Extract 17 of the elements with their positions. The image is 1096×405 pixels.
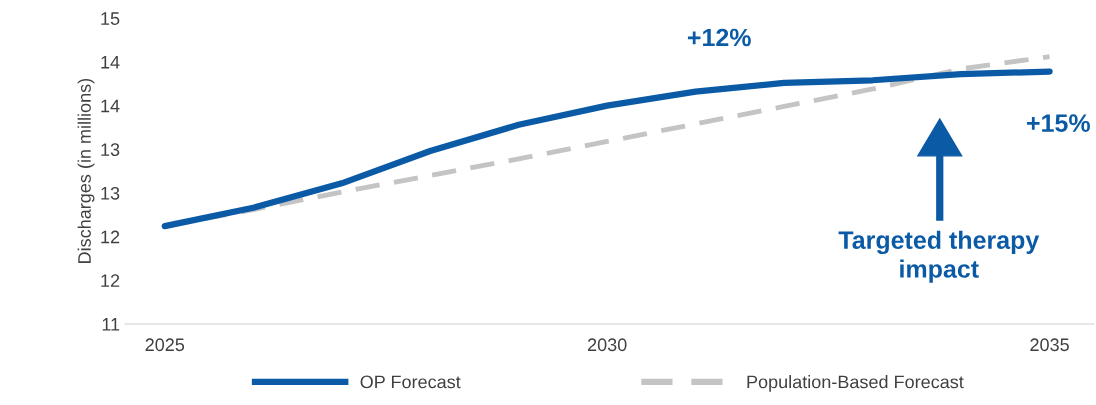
y-tick-label: 14 bbox=[101, 56, 120, 69]
annotation: +12% bbox=[687, 28, 751, 47]
annotation: Targeted therapy impact bbox=[838, 230, 1040, 283]
y-tick-label: 11 bbox=[102, 318, 120, 331]
annotation: +15% bbox=[1027, 114, 1090, 132]
y-tick-label: 13 bbox=[101, 186, 120, 200]
y-tick-label: 14 bbox=[101, 99, 120, 113]
y-tick-label: 13 bbox=[101, 143, 120, 156]
legend-label: Population-Based Forecast bbox=[747, 375, 964, 392]
x-tick-label: 2035 bbox=[1030, 338, 1069, 352]
x-tick-label: 2025 bbox=[145, 338, 185, 352]
legend-label: OP Forecast bbox=[360, 375, 461, 389]
x-tick-label: 2030 bbox=[587, 338, 627, 352]
y-tick-label: 15 bbox=[101, 12, 120, 25]
y-axis-title: Discharges (in millions) bbox=[77, 78, 95, 263]
y-tick-label: 12 bbox=[101, 274, 120, 287]
y-tick-label: 12 bbox=[101, 230, 120, 244]
